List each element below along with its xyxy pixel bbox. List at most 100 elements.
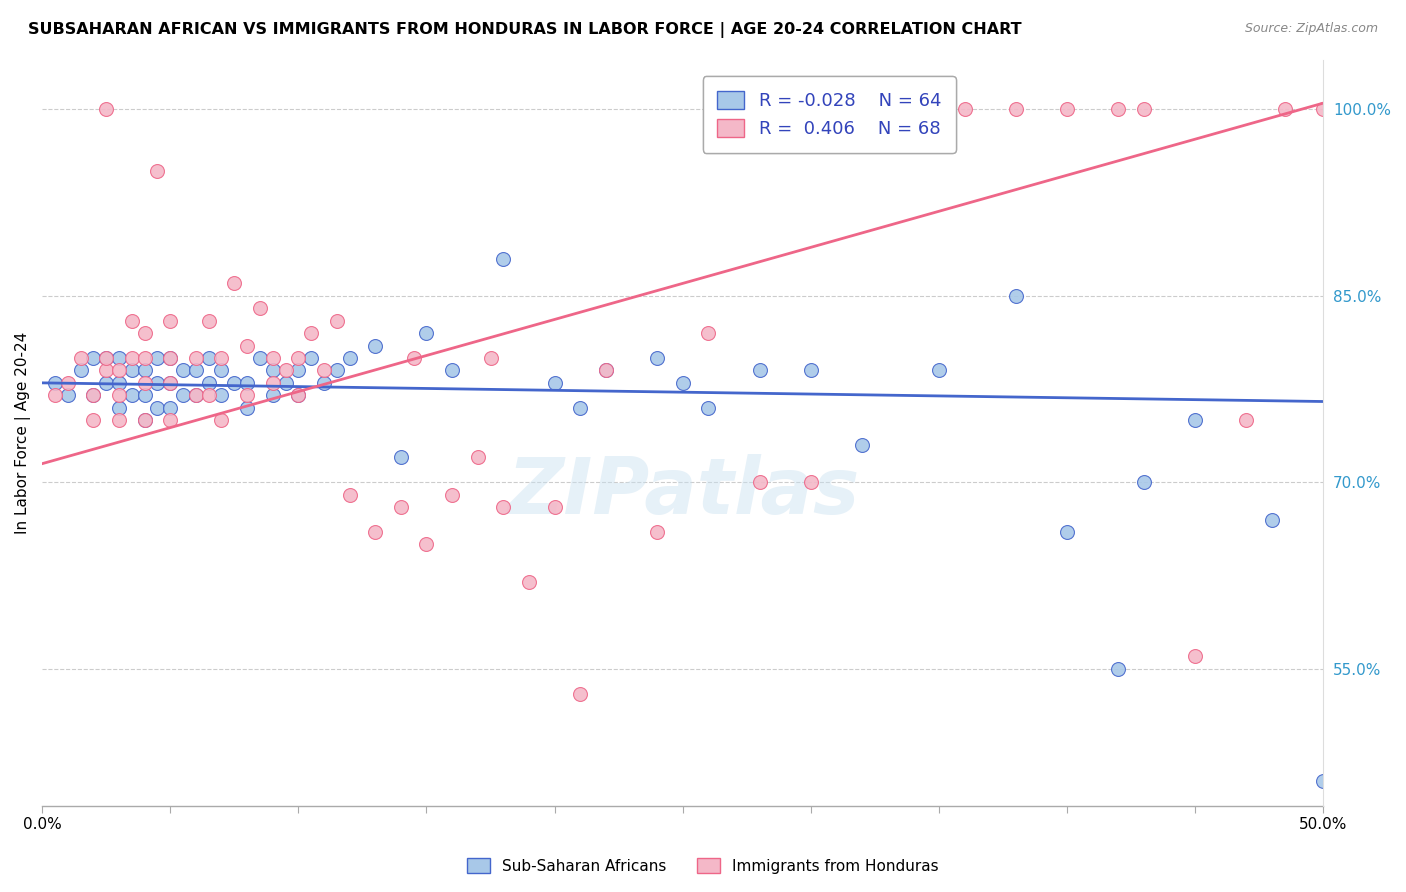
Point [748, 475, 770, 490]
Point [146, 351, 169, 365]
Point [211, 388, 233, 402]
Point [108, 413, 131, 427]
Point [211, 413, 233, 427]
Point [197, 351, 219, 365]
Point [645, 351, 668, 365]
Point [326, 314, 349, 328]
Point [82, 413, 104, 427]
Point [479, 351, 502, 365]
Point [492, 252, 515, 266]
Text: Source: ZipAtlas.com: Source: ZipAtlas.com [1244, 22, 1378, 36]
Point [1312, 103, 1334, 117]
Point [299, 326, 322, 340]
Point [517, 574, 540, 589]
Point [44, 388, 66, 402]
Point [1274, 103, 1296, 117]
Point [197, 388, 219, 402]
Point [1107, 662, 1129, 676]
Point [211, 363, 233, 377]
Point [184, 351, 207, 365]
Point [121, 314, 143, 328]
Point [159, 351, 181, 365]
Point [146, 376, 169, 390]
Point [274, 363, 297, 377]
Point [800, 363, 823, 377]
Point [159, 351, 181, 365]
Point [197, 314, 219, 328]
Point [851, 438, 873, 452]
Point [82, 388, 104, 402]
Point [121, 388, 143, 402]
Point [287, 363, 309, 377]
Point [569, 401, 592, 415]
Point [543, 500, 565, 515]
Point [108, 376, 131, 390]
Point [569, 687, 592, 701]
Text: SUBSAHARAN AFRICAN VS IMMIGRANTS FROM HONDURAS IN LABOR FORCE | AGE 20-24 CORREL: SUBSAHARAN AFRICAN VS IMMIGRANTS FROM HO… [28, 22, 1022, 38]
Point [441, 488, 464, 502]
Point [197, 376, 219, 390]
Point [672, 376, 695, 390]
Point [876, 103, 898, 117]
Point [1261, 513, 1284, 527]
Point [236, 388, 259, 402]
Point [262, 388, 284, 402]
Point [159, 376, 181, 390]
Point [287, 388, 309, 402]
Point [287, 388, 309, 402]
Point [108, 351, 131, 365]
Point [645, 524, 668, 539]
Point [1056, 524, 1078, 539]
Point [274, 376, 297, 390]
Point [1184, 413, 1206, 427]
Point [236, 338, 259, 352]
Point [69, 363, 91, 377]
Point [339, 488, 361, 502]
Legend: R = -0.028    N = 64, R =  0.406    N = 68: R = -0.028 N = 64, R = 0.406 N = 68 [703, 76, 956, 153]
Point [441, 363, 464, 377]
Point [262, 351, 284, 365]
Point [96, 376, 118, 390]
Text: ZIPatlas: ZIPatlas [506, 454, 859, 530]
Point [312, 376, 335, 390]
Point [326, 363, 349, 377]
Point [389, 500, 412, 515]
Point [1133, 475, 1156, 490]
Point [108, 388, 131, 402]
Point [159, 314, 181, 328]
Point [96, 351, 118, 365]
Point [224, 277, 246, 291]
Point [146, 401, 169, 415]
Point [146, 164, 169, 178]
Point [172, 388, 194, 402]
Point [96, 103, 118, 117]
Point [262, 363, 284, 377]
Point [236, 401, 259, 415]
Point [262, 376, 284, 390]
Point [1234, 413, 1257, 427]
Legend: Sub-Saharan Africans, Immigrants from Honduras: Sub-Saharan Africans, Immigrants from Ho… [461, 852, 945, 880]
Point [224, 376, 246, 390]
Point [492, 500, 515, 515]
Point [121, 363, 143, 377]
Point [312, 363, 335, 377]
Point [697, 401, 720, 415]
Point [134, 388, 156, 402]
Point [595, 363, 617, 377]
Point [82, 388, 104, 402]
Point [1107, 103, 1129, 117]
Point [595, 363, 617, 377]
Point [364, 524, 387, 539]
Point [953, 103, 976, 117]
Point [159, 401, 181, 415]
Point [121, 351, 143, 365]
Point [415, 537, 437, 551]
Point [838, 103, 860, 117]
Point [56, 388, 79, 402]
Point [184, 388, 207, 402]
Point [1312, 773, 1334, 788]
Point [1184, 649, 1206, 664]
Point [134, 376, 156, 390]
Point [82, 351, 104, 365]
Point [748, 363, 770, 377]
